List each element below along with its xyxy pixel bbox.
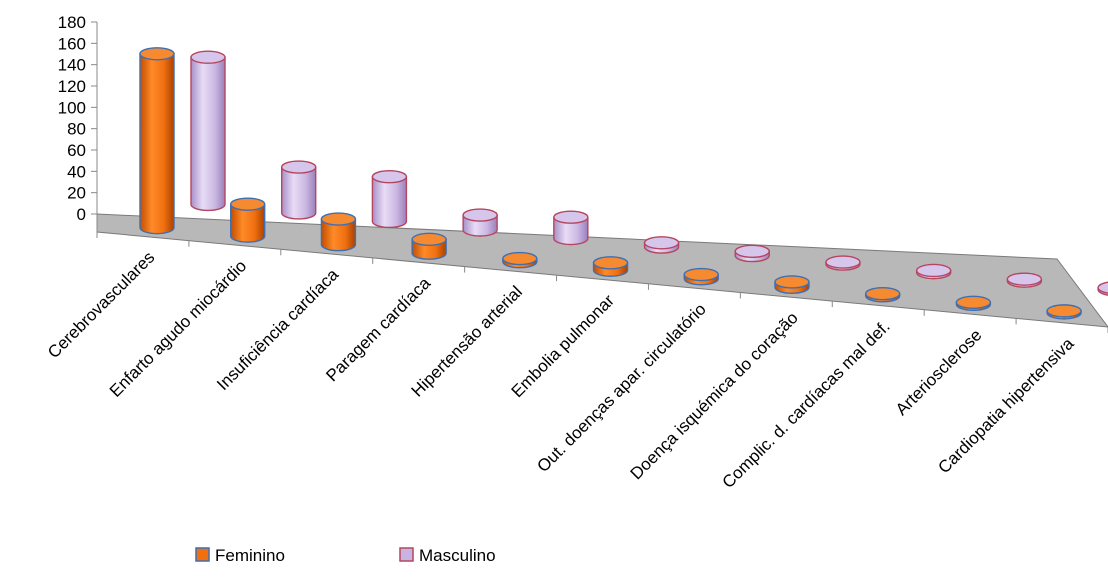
x-tick-label-out-doencas-apar-circulatorio: Out. doenças apar. circulatório bbox=[533, 300, 709, 476]
y-tick-label: 180 bbox=[58, 13, 86, 32]
bar-feminino-doenca-isquemica-do-coracao bbox=[774, 275, 810, 295]
y-tick-label: 80 bbox=[67, 120, 86, 139]
bar-feminino-insuficiencia-cardiaca bbox=[320, 212, 357, 252]
legend-swatch bbox=[399, 547, 414, 562]
x-tick-label-cerebrovasculares: Cerebrovasculares bbox=[44, 248, 158, 362]
y-tick-label: 60 bbox=[67, 141, 86, 160]
legend-label: Masculino bbox=[419, 546, 496, 565]
bar-feminino-cerebrovasculares bbox=[139, 47, 175, 235]
legend: Feminino Masculino bbox=[195, 546, 496, 565]
bar-masculino-complic-d-cardiacas-mal-def bbox=[915, 263, 952, 280]
bar-feminino-cardiopatia-hipertensiva bbox=[1046, 304, 1082, 320]
y-tick-label: 140 bbox=[58, 56, 86, 75]
bar-masculino-enfarto-agudo-miocardio bbox=[281, 160, 317, 220]
y-tick-label: 160 bbox=[58, 34, 86, 53]
bar-masculino-embolia-pulmonar bbox=[643, 236, 680, 254]
x-tick-label-paragem-cardiaca: Paragem cardíaca bbox=[322, 273, 434, 385]
legend-label: Feminino bbox=[215, 546, 285, 565]
legend-swatch bbox=[195, 547, 210, 562]
bar-feminino-out-doencas-apar-circulatorio bbox=[683, 267, 719, 286]
bar-feminino-complic-d-cardiacas-mal-def bbox=[864, 286, 901, 303]
bar-masculino-doenca-isquemica-do-coracao bbox=[825, 255, 861, 271]
x-tick-label-hipertensao-arterial: Hipertensão arterial bbox=[408, 282, 526, 400]
bar-masculino-arteriosclerose bbox=[1006, 272, 1043, 288]
y-tick-label: 100 bbox=[58, 98, 86, 117]
x-tick-label-doenca-isquemica-do-coracao: Doença isquémica do coração bbox=[627, 308, 802, 483]
y-tick-label: 20 bbox=[67, 184, 86, 203]
bar-masculino-insuficiencia-cardiaca bbox=[371, 169, 408, 229]
x-tick-label-complic-d-cardiacas-mal-def: Complic. d. cardíacas mal def. bbox=[719, 317, 894, 492]
bar-masculino-hipertensao-arterial bbox=[553, 210, 589, 246]
y-tick-label: 120 bbox=[58, 77, 86, 96]
bar-masculino-paragem-cardiaca bbox=[462, 208, 498, 237]
bar-feminino-embolia-pulmonar bbox=[592, 256, 629, 277]
legend-item-masculino: Masculino bbox=[399, 546, 496, 565]
bar-masculino-out-doencas-apar-circulatorio bbox=[734, 244, 770, 263]
bar-feminino-paragem-cardiaca bbox=[411, 232, 447, 260]
bar-masculino-cardiopatia-hipertensiva bbox=[1097, 281, 1108, 296]
bar-feminino-arteriosclerose bbox=[955, 295, 992, 312]
bar-feminino-enfarto-agudo-miocardio bbox=[230, 197, 266, 243]
x-tick-label-embolia-pulmonar: Embolia pulmonar bbox=[508, 291, 619, 402]
y-tick-label: 0 bbox=[77, 205, 86, 224]
bar-masculino-cerebrovasculares bbox=[190, 50, 226, 212]
bar-feminino-hipertensao-arterial bbox=[502, 251, 538, 269]
x-tick-label-arteriosclerose: Arteriosclerose bbox=[892, 325, 986, 419]
legend-item-feminino: Feminino bbox=[195, 546, 285, 565]
y-tick-label: 40 bbox=[67, 162, 86, 181]
